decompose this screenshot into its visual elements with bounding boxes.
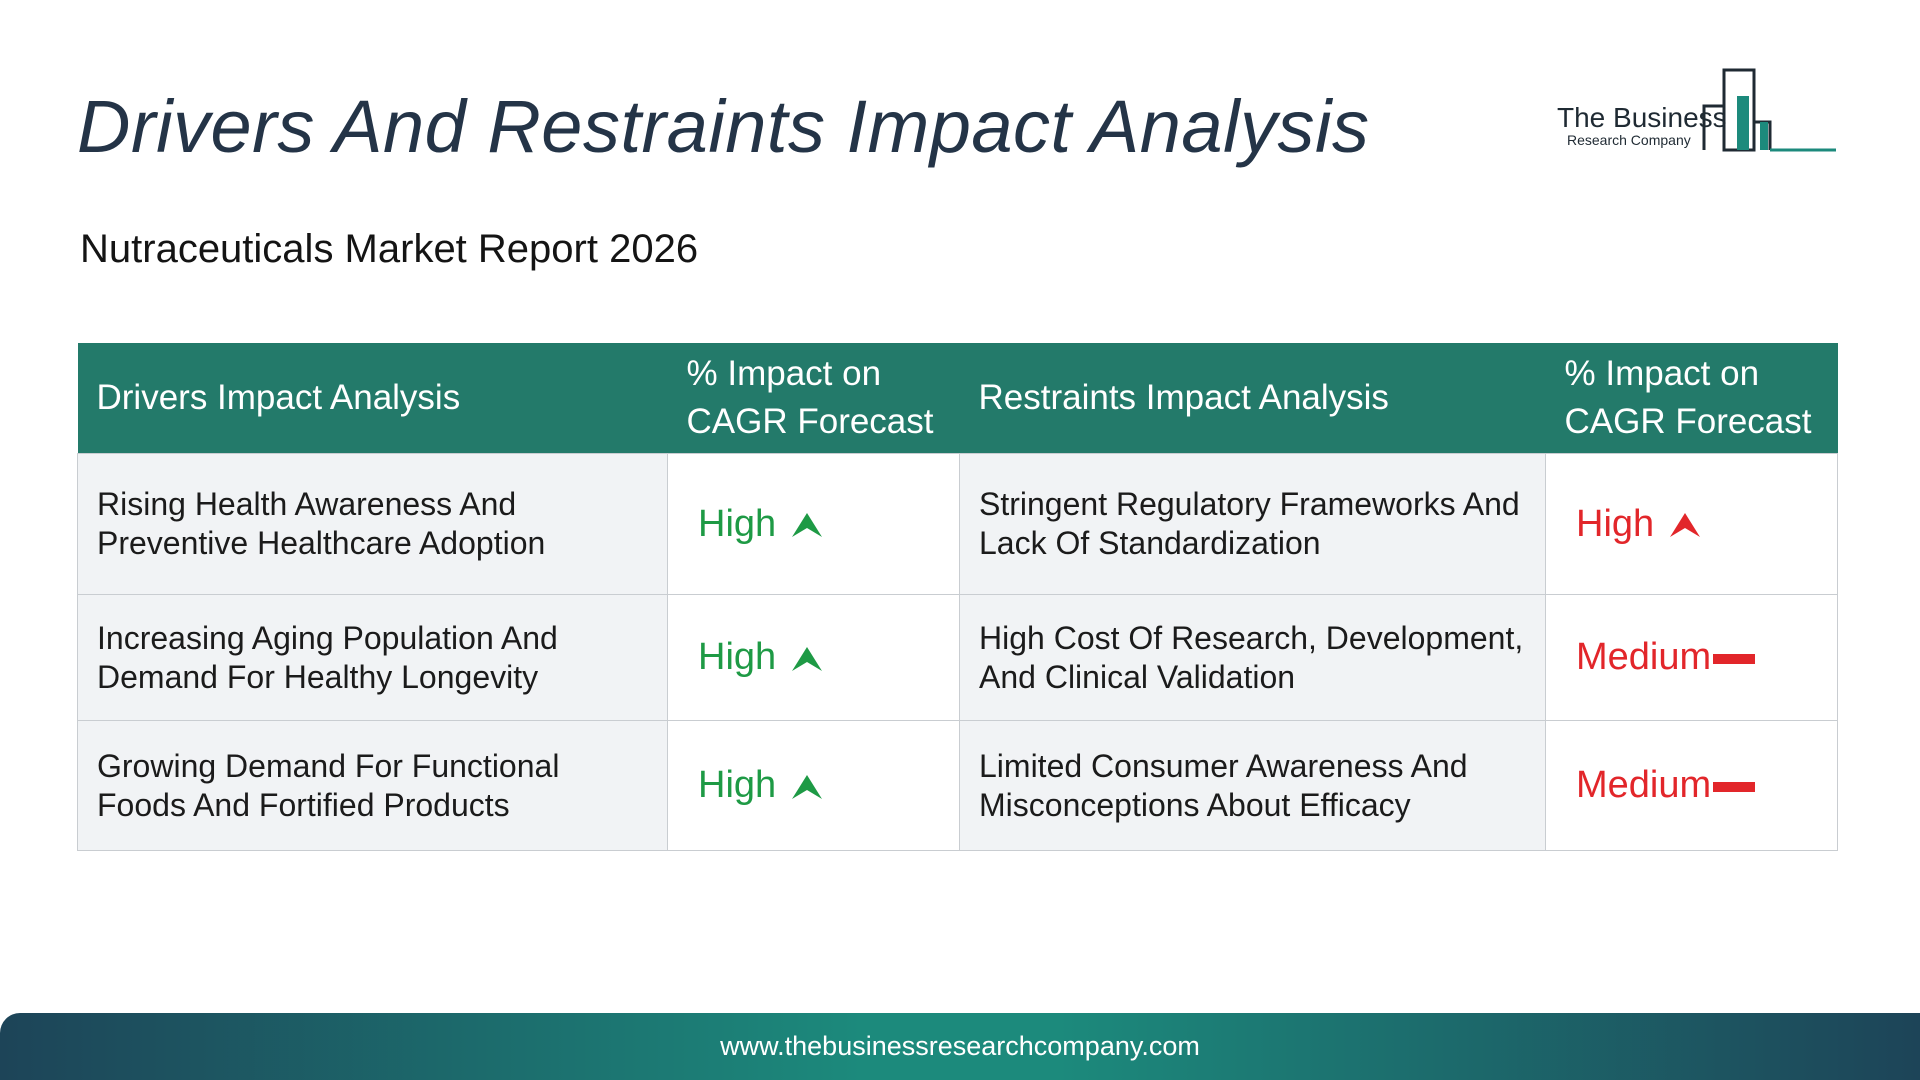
report-subtitle: Nutraceuticals Market Report 2026 (80, 227, 699, 271)
restraint-cell: Stringent Regulatory Frameworks And Lack… (959, 453, 1546, 595)
driver-impact-cell: High (667, 594, 960, 721)
restraint-impact-cell: Medium (1545, 720, 1838, 851)
page-title: Drivers And Restraints Impact Analysis (77, 85, 1370, 168)
table-row: Rising Health Awareness And Preventive H… (77, 453, 1838, 595)
driver-impact-value: High (698, 764, 777, 806)
green-up-arrow-icon (792, 646, 823, 671)
footer-bar: www.thebusinessresearchcompany.com (0, 1013, 1920, 1080)
restraints-impact-header: % Impact on CAGR Forecast (1545, 343, 1838, 454)
table-row: Increasing Aging Population And Demand F… (77, 594, 1838, 721)
company-logo: The Business Research Company (1554, 66, 1836, 156)
restraint-impact-cell: Medium (1545, 594, 1838, 721)
impact-table: Drivers Impact Analysis % Impact on CAGR… (77, 343, 1838, 851)
website-link[interactable]: www.thebusinessresearchcompany.com (720, 1031, 1200, 1061)
driver-cell: Growing Demand For Functional Foods And … (77, 720, 668, 851)
red-dash-icon (1713, 653, 1756, 664)
green-up-arrow-icon (792, 513, 823, 538)
restraint-impact-value: High (1576, 502, 1655, 545)
table-row: Growing Demand For Functional Foods And … (77, 720, 1838, 851)
restraint-impact-value: Medium (1576, 764, 1712, 806)
drivers-header: Drivers Impact Analysis (77, 343, 668, 454)
drivers-impact-header: % Impact on CAGR Forecast (667, 343, 960, 454)
red-up-arrow-icon (1670, 513, 1701, 538)
restraint-impact-cell: High (1545, 453, 1838, 595)
green-up-arrow-icon (792, 774, 823, 799)
logo-name: The Business (1557, 102, 1727, 133)
driver-impact-cell: High (667, 453, 960, 595)
restraints-header: Restraints Impact Analysis (959, 343, 1546, 454)
logo-tagline: Research Company (1567, 132, 1691, 148)
logo-bars-icon (1702, 68, 1836, 152)
table-header-row: Drivers Impact Analysis % Impact on CAGR… (77, 343, 1838, 454)
driver-impact-cell: High (667, 720, 960, 851)
driver-cell: Increasing Aging Population And Demand F… (77, 594, 668, 721)
restraint-impact-value: Medium (1576, 636, 1712, 678)
restraint-cell: High Cost Of Research, Development, And … (959, 594, 1546, 721)
red-dash-icon (1713, 781, 1756, 792)
driver-impact-value: High (698, 636, 777, 678)
driver-impact-value: High (698, 502, 777, 545)
restraint-cell: Limited Consumer Awareness And Misconcep… (959, 720, 1546, 851)
driver-cell: Rising Health Awareness And Preventive H… (77, 453, 668, 595)
